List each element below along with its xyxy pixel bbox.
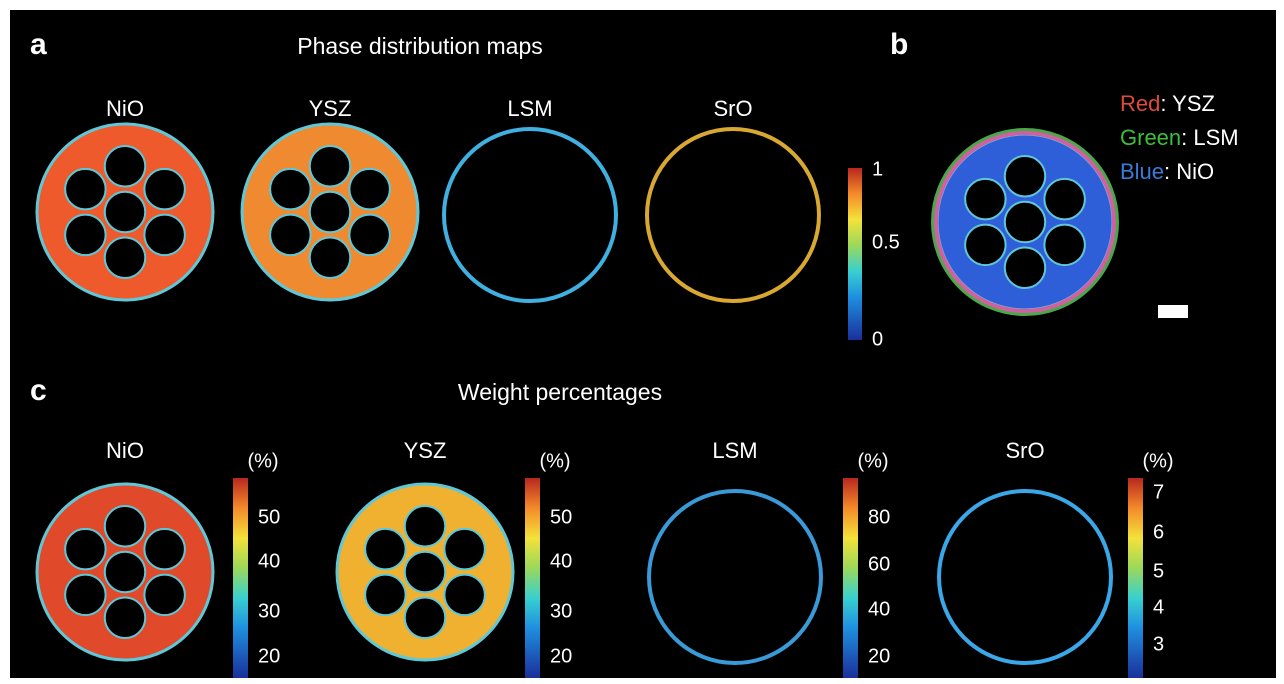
pore [65, 529, 105, 569]
colorbar [233, 478, 248, 678]
panel-title: Weight percentages [458, 379, 662, 405]
legend-entry: Green: LSM [1120, 125, 1239, 150]
colorbar-tick: 0.5 [872, 231, 900, 253]
pore [105, 552, 145, 592]
pore [405, 506, 445, 546]
colorbar-tick: 50 [258, 506, 280, 528]
colorbar-tick: 20 [868, 645, 890, 667]
colorbar-tick: 40 [258, 550, 280, 572]
pore [270, 215, 310, 255]
pore [105, 146, 145, 186]
scale-bar [1158, 305, 1188, 318]
map-title: LSM [507, 96, 552, 121]
pore [270, 169, 310, 209]
colorbar-tick: 0 [872, 328, 883, 350]
legend-phase: : NiO [1164, 159, 1214, 184]
pore [105, 238, 145, 278]
pore [965, 179, 1005, 219]
colorbar-unit: (%) [539, 450, 570, 472]
map-title: NiO [106, 96, 144, 121]
pore [1005, 156, 1045, 196]
map-title: LSM [712, 438, 757, 463]
pore [965, 225, 1005, 265]
pore [365, 575, 405, 615]
panel-label: b [890, 28, 908, 61]
pore [349, 215, 389, 255]
colorbar-tick: 6 [1153, 521, 1164, 543]
pore [1044, 179, 1084, 219]
legend-entry: Red: YSZ [1120, 91, 1215, 116]
panel-label: c [30, 374, 47, 407]
pore [365, 529, 405, 569]
pore [349, 169, 389, 209]
colorbar-tick: 5 [1153, 560, 1164, 582]
colorbar-unit: (%) [247, 450, 278, 472]
figure: a Phase distribution maps b c Weight per… [0, 0, 1284, 684]
legend-phase: : YSZ [1160, 91, 1215, 116]
pore [65, 169, 105, 209]
colorbar-tick: 1 [872, 158, 883, 180]
pore [65, 215, 105, 255]
colorbar-unit: (%) [1142, 450, 1173, 472]
colorbar-tick: 60 [868, 553, 890, 575]
colorbar-tick: 3 [1153, 633, 1164, 655]
pore [444, 529, 484, 569]
pore [405, 552, 445, 592]
pore [444, 575, 484, 615]
pore [310, 192, 350, 232]
colorbar-tick: 80 [868, 506, 890, 528]
colorbar-tick: 7 [1153, 481, 1164, 503]
colorbar-tick: 50 [550, 506, 572, 528]
pore [105, 506, 145, 546]
panel-title: Phase distribution maps [297, 33, 542, 59]
map-title: NiO [106, 438, 144, 463]
colorbar-tick: 40 [550, 550, 572, 572]
colorbar-tick: 4 [1153, 596, 1164, 618]
legend-phase: : LSM [1181, 125, 1238, 150]
pore [405, 598, 445, 638]
pore [105, 598, 145, 638]
colorbar-unit: (%) [857, 450, 888, 472]
pore [1005, 248, 1045, 288]
map-title: SrO [713, 96, 752, 121]
legend-channel: Red [1120, 91, 1160, 116]
colorbar [843, 478, 858, 678]
pore [310, 238, 350, 278]
colorbar-tick: 20 [258, 645, 280, 667]
colorbar [848, 168, 862, 340]
colorbar-tick: 30 [550, 600, 572, 622]
map-title: YSZ [309, 96, 352, 121]
colorbar [525, 478, 540, 678]
legend-channel: Blue [1120, 159, 1164, 184]
pore [144, 529, 184, 569]
colorbar-tick: 40 [868, 598, 890, 620]
colorbar [1128, 478, 1143, 678]
pore [144, 169, 184, 209]
colorbar-tick: 30 [258, 600, 280, 622]
map-title: YSZ [404, 438, 447, 463]
legend-entry: Blue: NiO [1120, 159, 1214, 184]
panel-label: a [30, 28, 47, 61]
map-title: SrO [1005, 438, 1044, 463]
pore [1005, 202, 1045, 242]
colorbar-tick: 20 [550, 645, 572, 667]
pore [144, 575, 184, 615]
pore [105, 192, 145, 232]
pore [1044, 225, 1084, 265]
pore [65, 575, 105, 615]
pore [144, 215, 184, 255]
legend-channel: Green [1120, 125, 1181, 150]
pore [310, 146, 350, 186]
